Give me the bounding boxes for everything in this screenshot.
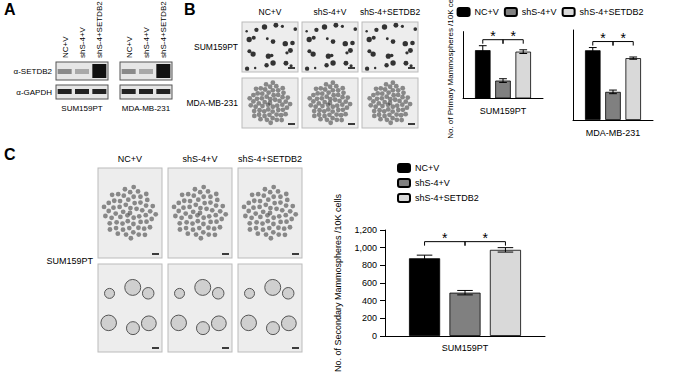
svg-text:shS-4+V: shS-4+V	[415, 178, 450, 188]
svg-text:No. of Secondary Mammospheres: No. of Secondary Mammospheres /10K cells	[333, 193, 343, 372]
svg-text:*: *	[620, 30, 626, 46]
svg-text:800: 800	[362, 260, 377, 270]
svg-text:α-SETDB2: α-SETDB2	[14, 67, 53, 76]
svg-text:NC+V: NC+V	[118, 154, 142, 164]
svg-text:MDA-MB-231: MDA-MB-231	[122, 104, 171, 113]
svg-text:*: *	[442, 230, 448, 246]
svg-text:NC+V: NC+V	[61, 36, 70, 58]
svg-text:No. of Primary Mammospheres /1: No. of Primary Mammospheres /10K cells	[446, 0, 455, 139]
svg-text:400: 400	[362, 296, 377, 306]
svg-text:0: 0	[372, 331, 377, 341]
svg-text:1,200: 1,200	[354, 225, 377, 235]
svg-text:NC+V: NC+V	[259, 7, 282, 17]
svg-text:shS-4+SETDB2: shS-4+SETDB2	[238, 154, 302, 164]
svg-text:SUM159PT: SUM159PT	[61, 104, 102, 113]
svg-text:shS-4+V: shS-4+V	[183, 154, 218, 164]
svg-text:NC+V: NC+V	[125, 36, 134, 58]
svg-text:shS-4+V: shS-4+V	[142, 26, 151, 58]
svg-text:shS-4+SETDB2: shS-4+SETDB2	[415, 193, 479, 203]
svg-text:*: *	[490, 28, 496, 44]
svg-text:SUM159PT: SUM159PT	[480, 106, 527, 116]
svg-text:MDA-MB-231: MDA-MB-231	[586, 128, 641, 138]
svg-text:200: 200	[362, 313, 377, 323]
svg-text:MDA-MB-231: MDA-MB-231	[187, 98, 239, 108]
svg-text:shS-4+V: shS-4+V	[314, 7, 347, 17]
svg-text:C: C	[4, 146, 16, 163]
svg-text:NC+V: NC+V	[415, 163, 439, 173]
svg-text:*: *	[482, 230, 488, 246]
svg-text:SUM159PT: SUM159PT	[442, 343, 489, 353]
svg-text:*: *	[600, 30, 606, 46]
svg-text:shS-4+SETDB2: shS-4+SETDB2	[580, 7, 644, 17]
svg-text:*: *	[510, 28, 516, 44]
svg-text:shS-4+SETDB2: shS-4+SETDB2	[159, 1, 168, 58]
svg-text:α-GAPDH: α-GAPDH	[16, 88, 52, 97]
svg-text:shS-4+V: shS-4+V	[78, 26, 87, 58]
svg-text:SUM159PT: SUM159PT	[194, 42, 238, 52]
svg-text:A: A	[4, 1, 16, 18]
svg-text:shS-4+SETDB2: shS-4+SETDB2	[95, 1, 104, 58]
svg-text:600: 600	[362, 278, 377, 288]
svg-text:1,000: 1,000	[354, 243, 377, 253]
svg-text:SUM159PT: SUM159PT	[46, 256, 93, 266]
svg-text:NC+V: NC+V	[475, 7, 499, 17]
svg-text:shS-4+V: shS-4+V	[522, 7, 557, 17]
svg-text:shS-4+SETDB2: shS-4+SETDB2	[360, 7, 421, 17]
svg-text:B: B	[184, 1, 196, 18]
